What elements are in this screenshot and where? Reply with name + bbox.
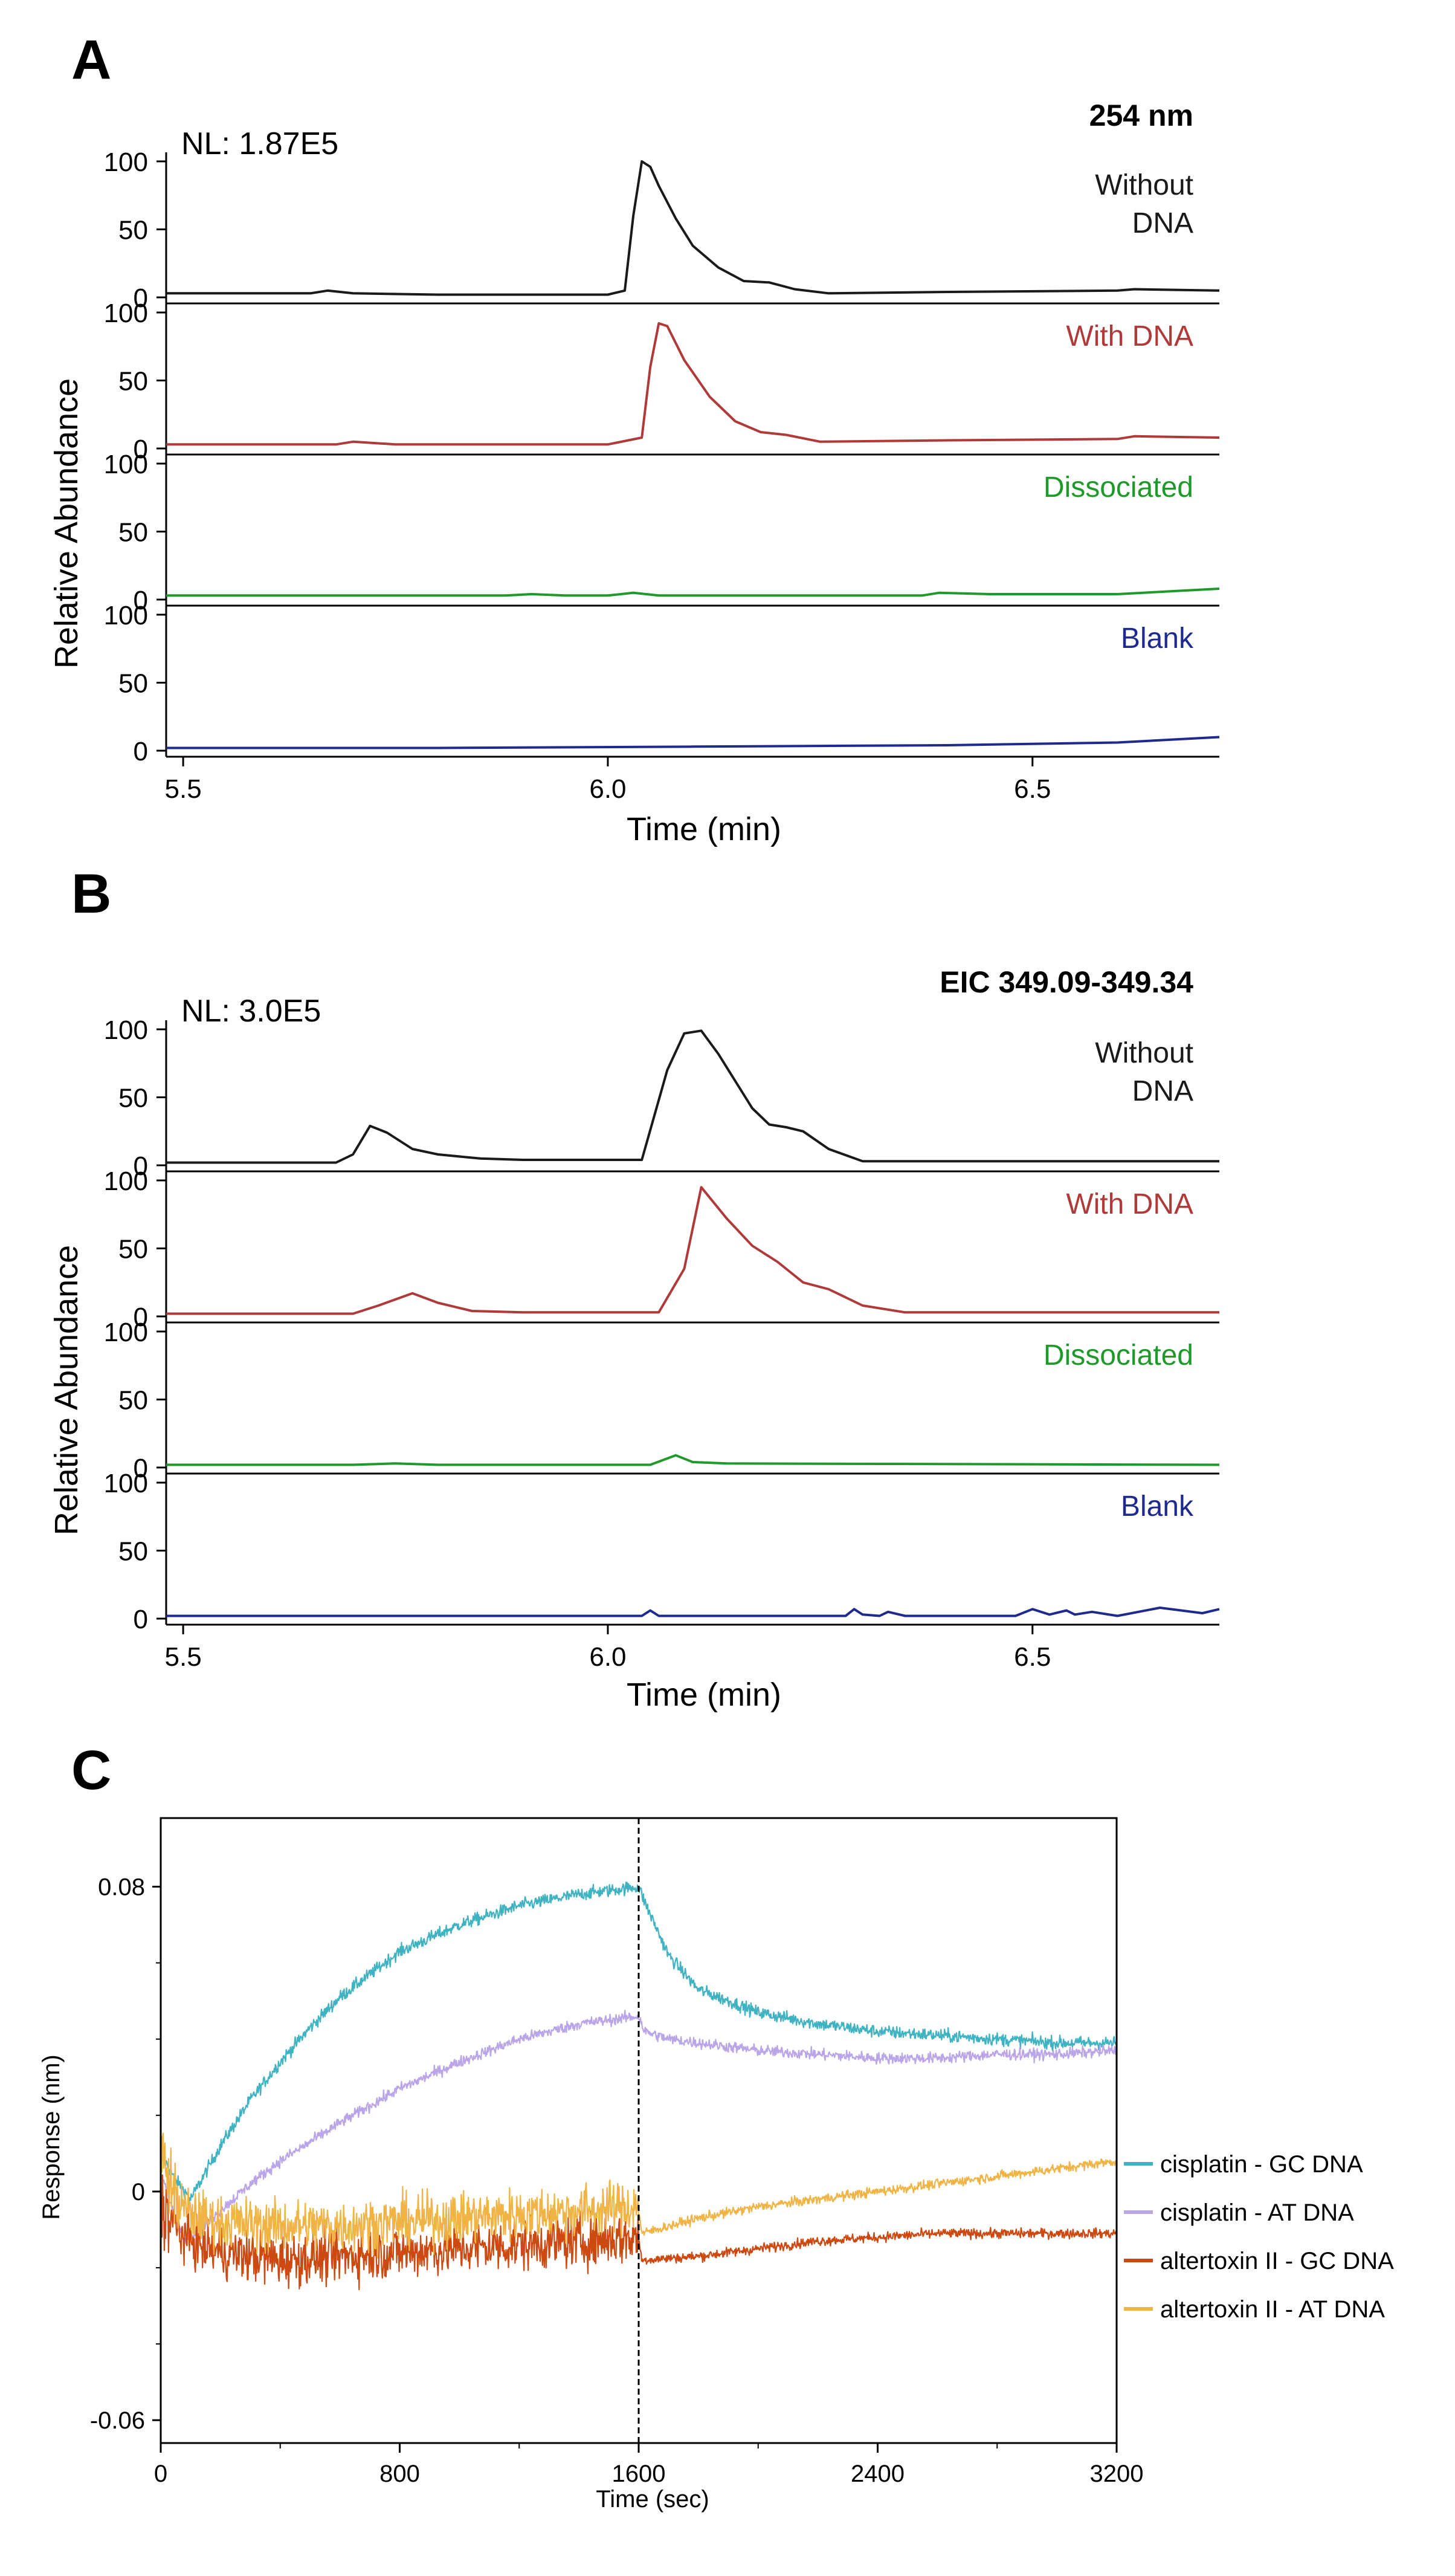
- panel-a: A 254 nm NL: 1.87E5 Relative Abundance T…: [48, 29, 1220, 847]
- panel-b-series-0: [166, 1029, 1219, 1164]
- panel-c: C Response (nm) Time (sec) -0.06 0 0.08 0 80…: [38, 1739, 1394, 2513]
- panel-b-ytick-label: 50: [118, 1537, 148, 1567]
- panel-b-ytick-label: 0: [134, 1605, 148, 1634]
- panel-c-legend-label-3: altertoxin II - AT DNA: [1160, 2296, 1385, 2323]
- panel-a-label: A: [71, 29, 111, 91]
- panel-b-series-label-2: Dissociated: [1044, 1339, 1193, 1371]
- panel-c-xtick-label: 2400: [851, 2461, 905, 2487]
- panel-a-ytick-label: 100: [104, 601, 148, 630]
- panel-b: B EIC 349.09-349.34 NL: 3.0E5 Relative A…: [48, 863, 1220, 1713]
- panel-c-xlabel: Time (sec): [596, 2486, 709, 2513]
- panel-c-legend: cisplatin - GC DNA cisplatin - AT DNA alte…: [1124, 2151, 1394, 2323]
- panel-a-ytick-label: 0: [134, 737, 148, 766]
- panel-b-xtick-label: 6.5: [1014, 1642, 1051, 1672]
- panel-c-ytick-label: 0.08: [98, 1874, 145, 1900]
- panel-b-xtick-label: 6.0: [589, 1642, 626, 1672]
- panel-b-xlabel: Time (min): [627, 1677, 781, 1713]
- panel-a-ytick-label: 50: [118, 518, 148, 548]
- panel-b-ytick-label: 50: [118, 1386, 148, 1416]
- panel-c-plot: -0.06 0 0.08 0 800 1600 2400 3200: [90, 1817, 1144, 2487]
- panel-c-xtick-label: 1600: [612, 2461, 666, 2487]
- panel-b-ytick-label: 50: [118, 1235, 148, 1264]
- panel-b-series-label-3: Blank: [1121, 1490, 1194, 1523]
- panel-a-ytick-label: 0: [134, 586, 148, 615]
- panel-b-ytick-label: 0: [134, 1454, 148, 1483]
- panel-a-nl: NL: 1.87E5: [181, 126, 338, 161]
- panel-a-ytick-label: 100: [104, 299, 148, 328]
- panel-b-xtick-label: 5.5: [165, 1642, 202, 1672]
- panel-a-ytick-label: 0: [134, 283, 148, 313]
- panel-a-series-2: [166, 587, 1220, 597]
- panel-a-ylabel: Relative Abundance: [48, 378, 85, 668]
- panel-b-ytick-label: 100: [104, 1015, 148, 1045]
- panel-a-series-1: [166, 322, 1220, 446]
- panel-c-ytick-label: 0: [132, 2179, 145, 2205]
- panel-b-series-label-0: Without: [1095, 1037, 1193, 1069]
- panel-a-ytick-label: 100: [104, 450, 148, 479]
- panel-b-series-label-0: DNA: [1132, 1075, 1193, 1107]
- panel-a-series-3: [166, 736, 1220, 749]
- panel-b-series-1: [166, 1186, 1219, 1315]
- panel-c-ylabel: Response (nm): [38, 2054, 65, 2219]
- panel-c-legend-label-2: altertoxin II - GC DNA: [1160, 2248, 1394, 2274]
- panel-b-series-2: [166, 1454, 1220, 1466]
- panel-b-ytick-label: 50: [118, 1084, 148, 1113]
- panel-a-xtick-label: 6.0: [589, 774, 626, 804]
- panel-c-legend-label-1: cisplatin - AT DNA: [1160, 2199, 1354, 2226]
- panel-b-nl: NL: 3.0E5: [181, 994, 321, 1029]
- panel-a-ytick-label: 100: [104, 147, 148, 177]
- panel-b-series-label-1: With DNA: [1066, 1188, 1193, 1220]
- panel-c-legend-label-0: cisplatin - GC DNA: [1160, 2151, 1363, 2178]
- panel-a-ytick-label: 50: [118, 669, 148, 699]
- panel-b-ylabel: Relative Abundance: [48, 1245, 85, 1535]
- panel-a-series-label-0: Without: [1095, 169, 1193, 201]
- panel-a-series-label-1: With DNA: [1066, 320, 1193, 352]
- panel-b-series-3: [166, 1607, 1220, 1617]
- panel-c-ytick-label: -0.06: [90, 2407, 145, 2434]
- panel-a-ytick-label: 0: [134, 435, 148, 464]
- panel-a-series-label-3: Blank: [1121, 623, 1194, 655]
- panel-a-xtick-label: 5.5: [165, 774, 202, 804]
- panel-a-ytick-label: 50: [118, 367, 148, 396]
- panel-b-plot: 0 50 100 Without DNA 0 50 100 With DNA 0 50 100 Diss…: [104, 1015, 1220, 1672]
- panel-c-xtick-label: 0: [154, 2461, 167, 2487]
- panel-b-ytick-label: 0: [134, 1151, 148, 1181]
- panel-c-xtick-label: 800: [379, 2461, 420, 2487]
- panel-a-series-label-2: Dissociated: [1044, 471, 1193, 503]
- panel-b-title: EIC 349.09-349.34: [940, 965, 1193, 999]
- panel-a-title: 254 nm: [1089, 99, 1193, 132]
- panel-a-series-label-0: DNA: [1132, 207, 1193, 239]
- panel-a-ytick-label: 50: [118, 216, 148, 245]
- panel-b-label: B: [71, 863, 111, 925]
- panel-a-xtick-label: 6.5: [1014, 774, 1051, 804]
- panel-b-ytick-label: 100: [104, 1469, 148, 1498]
- panel-b-ytick-label: 0: [134, 1303, 148, 1332]
- panel-a-series-0: [166, 160, 1220, 296]
- panel-b-ytick-label: 100: [104, 1167, 148, 1196]
- panel-b-ytick-label: 100: [104, 1318, 148, 1347]
- panel-a-xlabel: Time (min): [627, 811, 781, 847]
- panel-c-series-1: [160, 2010, 1118, 2244]
- panel-c-label: C: [71, 1739, 111, 1801]
- panel-a-plot: 0 50 100 Without DNA 0 50 100 With DNA 0 50 100 Diss…: [104, 147, 1220, 804]
- panel-c-series-2: [160, 2174, 1118, 2291]
- panel-c-xtick-label: 3200: [1090, 2461, 1144, 2487]
